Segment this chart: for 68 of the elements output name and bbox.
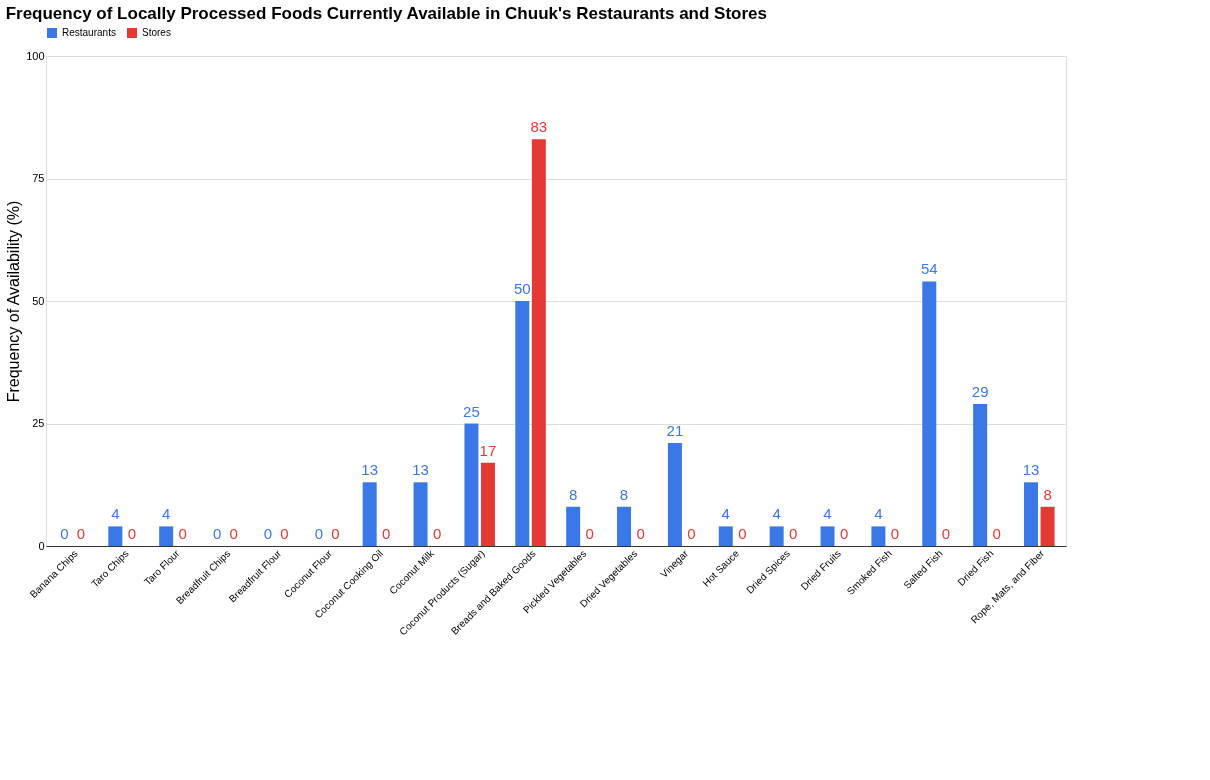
chart-title: Frequency of Locally Processed Foods Currently Available in Chuuk's Restaurants and Stores <box>5 4 768 23</box>
legend-label: Stores <box>142 27 171 38</box>
data-label: 0 <box>314 525 323 542</box>
data-label: 0 <box>212 525 222 542</box>
bar <box>617 506 632 546</box>
bar <box>480 462 495 546</box>
data-label: 4 <box>721 505 730 523</box>
data-label: 54 <box>920 260 938 278</box>
data-label: 0 <box>263 525 273 542</box>
data-label: 4 <box>162 505 171 523</box>
data-label: 0 <box>839 525 849 542</box>
y-tick-label: 50 <box>32 294 45 307</box>
bar <box>1024 482 1039 546</box>
bar <box>108 526 123 546</box>
bar <box>531 139 546 546</box>
y-tick-label: 25 <box>32 417 45 429</box>
data-label: 0 <box>890 525 900 542</box>
data-label: 0 <box>432 525 442 542</box>
bar <box>718 526 733 546</box>
legend-label: Restaurants <box>62 27 116 38</box>
data-label: 4 <box>772 505 781 523</box>
bar <box>820 526 835 546</box>
data-label: 0 <box>585 525 594 542</box>
data-label: 0 <box>382 525 391 542</box>
data-label: 0 <box>280 525 289 542</box>
data-label: 25 <box>463 402 480 420</box>
data-label: 0 <box>992 525 1001 542</box>
data-label: 0 <box>60 525 69 542</box>
data-label: 13 <box>412 461 429 479</box>
data-label: 8 <box>1043 485 1052 503</box>
data-label: 0 <box>127 525 137 542</box>
data-label: 83 <box>530 118 548 136</box>
data-label: 0 <box>229 525 238 542</box>
data-label: 8 <box>569 485 578 503</box>
data-label: 21 <box>666 422 684 440</box>
data-label: 13 <box>1022 461 1040 479</box>
y-tick-label: 100 <box>26 49 45 62</box>
data-label: 8 <box>619 485 629 503</box>
bar <box>566 506 581 546</box>
data-label: 0 <box>941 525 950 542</box>
data-label: 50 <box>513 280 531 297</box>
bar <box>159 526 174 546</box>
data-label: 4 <box>111 505 120 523</box>
data-label: 0 <box>178 525 187 542</box>
bar <box>769 526 784 546</box>
data-label: 0 <box>331 525 340 542</box>
data-label: 4 <box>874 505 883 523</box>
data-label: 0 <box>738 525 747 542</box>
data-label: 0 <box>636 525 645 542</box>
bar <box>973 403 988 546</box>
data-label: 0 <box>76 525 86 542</box>
data-label: 29 <box>971 382 989 400</box>
bar <box>1040 506 1055 546</box>
y-axis-title: Frequency of Availability (%) <box>5 200 23 403</box>
data-label: 4 <box>823 505 832 523</box>
bar <box>515 301 530 546</box>
data-label: 13 <box>361 461 379 479</box>
bar <box>667 443 682 546</box>
y-tick-label: 75 <box>32 172 45 184</box>
bar <box>362 482 377 546</box>
data-label: 17 <box>479 441 497 459</box>
data-label: 0 <box>789 525 798 542</box>
bar <box>871 526 886 546</box>
bar <box>464 423 479 546</box>
data-label: 0 <box>687 525 696 542</box>
bar <box>922 281 937 546</box>
y-tick-label: 0 <box>38 539 45 552</box>
bar <box>413 482 428 546</box>
